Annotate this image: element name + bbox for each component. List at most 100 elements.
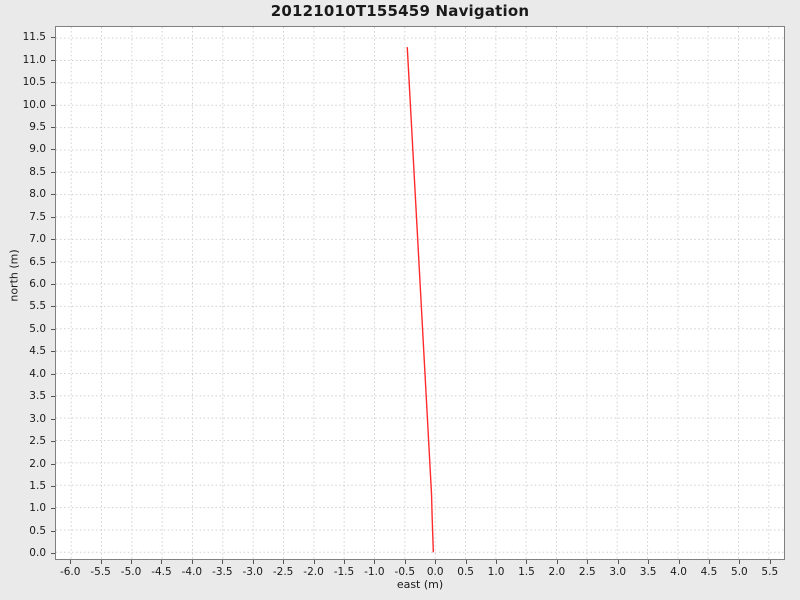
x-tick-mark xyxy=(131,560,133,564)
x-tick-mark xyxy=(739,560,741,564)
x-tick-mark xyxy=(526,560,528,564)
chart-title: 20121010T155459 Navigation xyxy=(270,2,530,20)
x-tick-label: 5.0 xyxy=(731,566,748,578)
x-tick-mark xyxy=(100,560,102,564)
x-tick-mark xyxy=(435,560,437,564)
y-tick-label: 6.5 xyxy=(29,255,46,268)
x-tick-mark xyxy=(708,560,710,564)
y-tick-label: 8.0 xyxy=(29,188,46,201)
y-tick-label: 7.0 xyxy=(29,233,46,246)
y-tick-label: 9.0 xyxy=(29,143,46,156)
y-tick-mark xyxy=(51,463,55,465)
x-tick-label: -2.0 xyxy=(303,566,324,578)
y-tick-mark xyxy=(51,261,55,263)
y-tick-mark xyxy=(51,82,55,84)
y-tick-label: 1.5 xyxy=(29,479,46,492)
x-tick-mark xyxy=(769,560,771,564)
x-tick-label: 0.0 xyxy=(426,566,444,578)
x-tick-mark xyxy=(404,560,406,564)
x-tick-label: 3.0 xyxy=(609,566,627,578)
x-tick-mark xyxy=(222,560,224,564)
x-tick-mark xyxy=(252,560,254,564)
y-tick-label: 10.5 xyxy=(22,76,46,89)
y-tick-mark xyxy=(51,328,55,330)
y-tick-mark xyxy=(51,104,55,106)
y-tick-label: 6.0 xyxy=(29,278,46,291)
y-tick-label: 3.0 xyxy=(29,412,46,425)
y-tick-label: 3.5 xyxy=(29,390,46,403)
y-tick-label: 11.5 xyxy=(22,31,46,44)
y-tick-mark xyxy=(51,216,55,218)
x-tick-mark xyxy=(313,560,315,564)
x-tick-label: -4.0 xyxy=(181,566,203,578)
x-tick-mark xyxy=(283,560,285,564)
y-tick-label: 2.0 xyxy=(29,457,46,470)
plot-area[interactable] xyxy=(55,26,785,560)
x-tick-mark xyxy=(70,560,72,564)
x-tick-label: 4.0 xyxy=(670,566,687,578)
x-tick-label: 0.5 xyxy=(457,566,474,578)
y-tick-mark xyxy=(51,284,55,286)
x-tick-mark xyxy=(496,560,498,564)
x-tick-label: 1.0 xyxy=(487,566,505,578)
y-tick-mark xyxy=(51,508,55,510)
y-tick-label: 8.5 xyxy=(29,165,46,178)
y-tick-label: 4.0 xyxy=(29,367,46,380)
y-tick-mark xyxy=(51,171,55,173)
x-tick-label: 5.5 xyxy=(761,566,779,578)
x-tick-mark xyxy=(556,560,558,564)
y-tick-mark xyxy=(51,239,55,241)
y-tick-mark xyxy=(51,59,55,61)
x-tick-label: -5.5 xyxy=(90,566,111,578)
y-tick-label: 4.5 xyxy=(29,345,46,358)
data-line-navigation-track xyxy=(406,47,435,553)
y-tick-label: 9.5 xyxy=(29,120,46,133)
y-tick-label: 0.5 xyxy=(29,524,46,537)
y-tick-mark xyxy=(51,418,55,420)
y-tick-mark xyxy=(51,530,55,532)
x-tick-mark xyxy=(343,560,345,564)
x-tick-label: -1.0 xyxy=(364,566,385,578)
x-tick-label: 2.0 xyxy=(548,566,566,578)
x-tick-mark xyxy=(587,560,589,564)
y-tick-mark xyxy=(51,396,55,398)
y-tick-mark xyxy=(51,553,55,555)
x-tick-mark xyxy=(374,560,376,564)
x-tick-label: 1.5 xyxy=(518,566,535,578)
x-tick-mark xyxy=(617,560,619,564)
x-tick-label: -0.5 xyxy=(394,566,416,578)
x-tick-mark xyxy=(191,560,193,564)
x-tick-label: 2.5 xyxy=(578,566,596,578)
x-tick-label: -6.0 xyxy=(59,566,81,578)
y-tick-label: 11.0 xyxy=(22,53,46,66)
x-tick-mark xyxy=(648,560,650,564)
data-series-layer xyxy=(406,47,435,553)
x-tick-label: -4.5 xyxy=(151,566,172,578)
x-tick-label: -3.5 xyxy=(212,566,233,578)
y-tick-label: 10.0 xyxy=(22,98,46,111)
y-tick-mark xyxy=(51,194,55,196)
x-tick-label: 4.5 xyxy=(700,566,718,578)
y-tick-label: 5.0 xyxy=(29,322,46,335)
y-tick-mark xyxy=(51,373,55,375)
y-tick-label: 5.5 xyxy=(29,300,46,313)
y-tick-mark xyxy=(51,37,55,39)
y-axis-label: north (m) xyxy=(7,249,21,302)
x-tick-mark xyxy=(465,560,467,564)
y-tick-mark xyxy=(51,149,55,151)
y-tick-mark xyxy=(51,126,55,128)
x-tick-label: 3.5 xyxy=(639,566,657,578)
grid-lines xyxy=(56,27,784,559)
y-tick-mark xyxy=(51,485,55,487)
x-tick-mark xyxy=(678,560,680,564)
y-tick-label: 2.5 xyxy=(29,435,46,448)
x-tick-label: -5.0 xyxy=(120,566,142,578)
y-tick-label: 1.0 xyxy=(29,502,46,515)
y-tick-label: 0.0 xyxy=(29,547,46,560)
x-axis-label: east (m) xyxy=(396,578,444,591)
x-tick-label: -1.5 xyxy=(333,566,355,578)
y-tick-mark xyxy=(51,306,55,308)
y-tick-mark xyxy=(51,351,55,353)
x-tick-mark xyxy=(161,560,163,564)
